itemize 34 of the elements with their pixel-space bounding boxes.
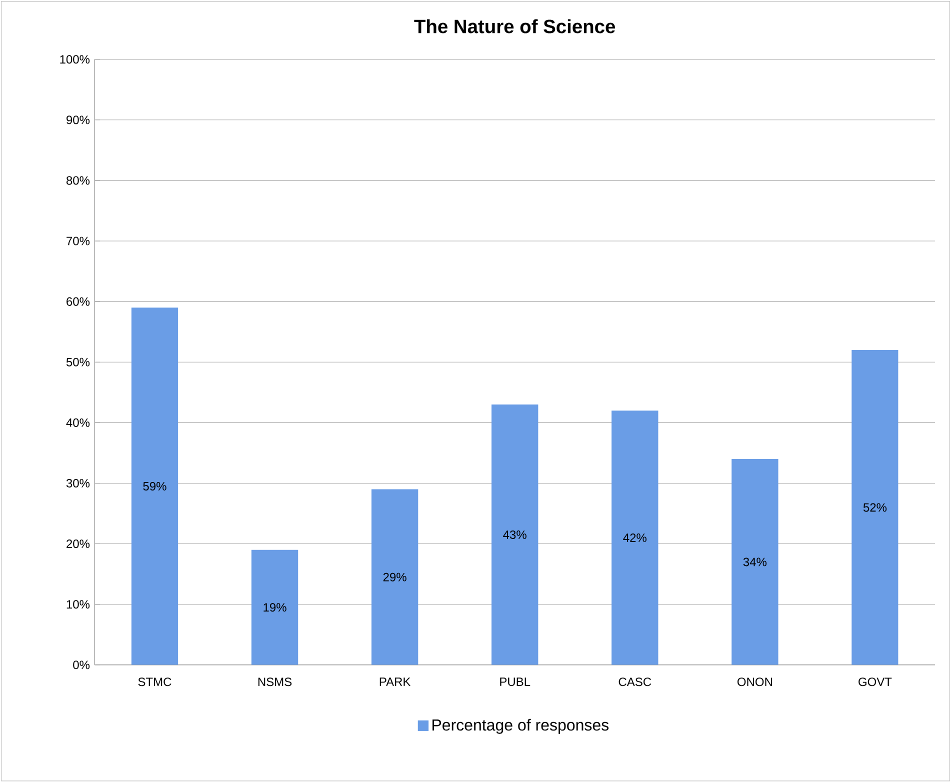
x-tick-label: CASC xyxy=(618,677,652,686)
data-label: 34% xyxy=(743,558,767,566)
bar xyxy=(732,458,778,665)
legend-label: Percentage of responses xyxy=(432,718,609,734)
y-tick-label: 100% xyxy=(60,54,90,64)
bar xyxy=(492,404,538,665)
y-tick-label: 30% xyxy=(66,478,90,488)
y-tick-label: 70% xyxy=(66,236,90,246)
bar xyxy=(371,489,418,665)
y-tick-label: 90% xyxy=(66,116,90,124)
data-label: 43% xyxy=(503,530,526,539)
y-tick-label: 80% xyxy=(66,176,90,185)
y-tick-label: 0% xyxy=(73,660,90,670)
y-tick-label: 20% xyxy=(66,539,90,548)
data-label: 59% xyxy=(143,482,166,490)
data-label: 29% xyxy=(383,572,406,582)
x-tick-label: GOVT xyxy=(858,677,892,686)
chart-title: The Nature of Science xyxy=(414,19,616,34)
y-tick-label: 10% xyxy=(66,600,90,608)
y-tick-label: 60% xyxy=(66,297,90,306)
data-label: 42% xyxy=(623,533,646,542)
y-tick-label: 40% xyxy=(66,418,90,427)
bar xyxy=(612,410,658,665)
x-tick-label: PARK xyxy=(380,677,411,686)
x-tick-label: NSMS xyxy=(258,677,292,686)
data-label: 52% xyxy=(863,503,887,512)
x-tick-label: ONON xyxy=(737,677,772,686)
y-tick-label: 50% xyxy=(66,358,90,366)
data-label: 19% xyxy=(264,602,286,612)
bar xyxy=(131,308,178,665)
bar xyxy=(251,550,298,665)
x-tick-label: STMC xyxy=(138,677,172,686)
x-tick-label: PUBL xyxy=(500,677,530,686)
bar xyxy=(852,350,898,665)
